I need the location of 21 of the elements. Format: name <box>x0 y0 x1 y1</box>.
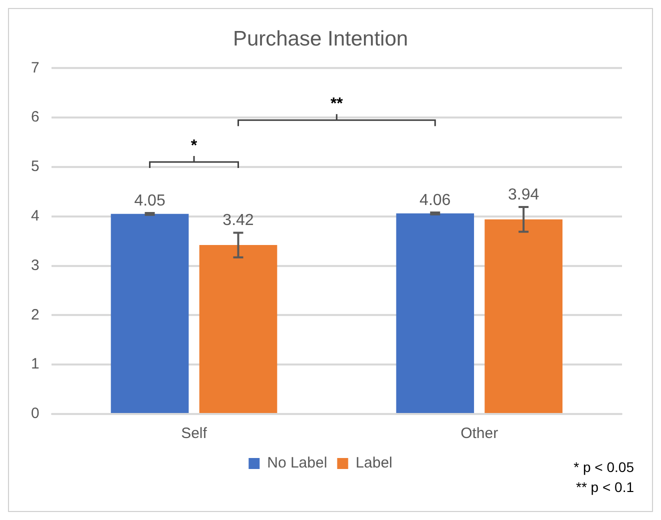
y-tick-label: 5 <box>31 158 40 176</box>
text: ** p < 0.1 <box>575 478 634 497</box>
data-label: 3.94 <box>508 186 540 204</box>
y-tick-label: 1 <box>31 356 40 373</box>
chart-title: Purchase Intention <box>232 27 408 50</box>
data-label: 4.06 <box>420 192 451 209</box>
data-label: 3.42 <box>222 212 254 230</box>
y-tick-label: 2 <box>31 306 40 324</box>
y-tick-label: 7 <box>31 59 40 76</box>
y-tick-label: 6 <box>31 108 40 126</box>
text: * p < 0.05 <box>574 458 634 477</box>
x-tick-label: Self <box>181 425 208 442</box>
y-tick-label: 4 <box>31 208 40 225</box>
data-label: 4.05 <box>134 192 166 210</box>
annotation: ** <box>330 95 344 112</box>
annotation: * <box>190 137 198 154</box>
x-tick-label: Other <box>460 425 498 442</box>
legend-label: Label <box>356 454 392 472</box>
y-tick-label: 3 <box>31 256 40 274</box>
legend-label: No Label <box>267 454 328 472</box>
y-tick-label: 0 <box>31 405 40 422</box>
